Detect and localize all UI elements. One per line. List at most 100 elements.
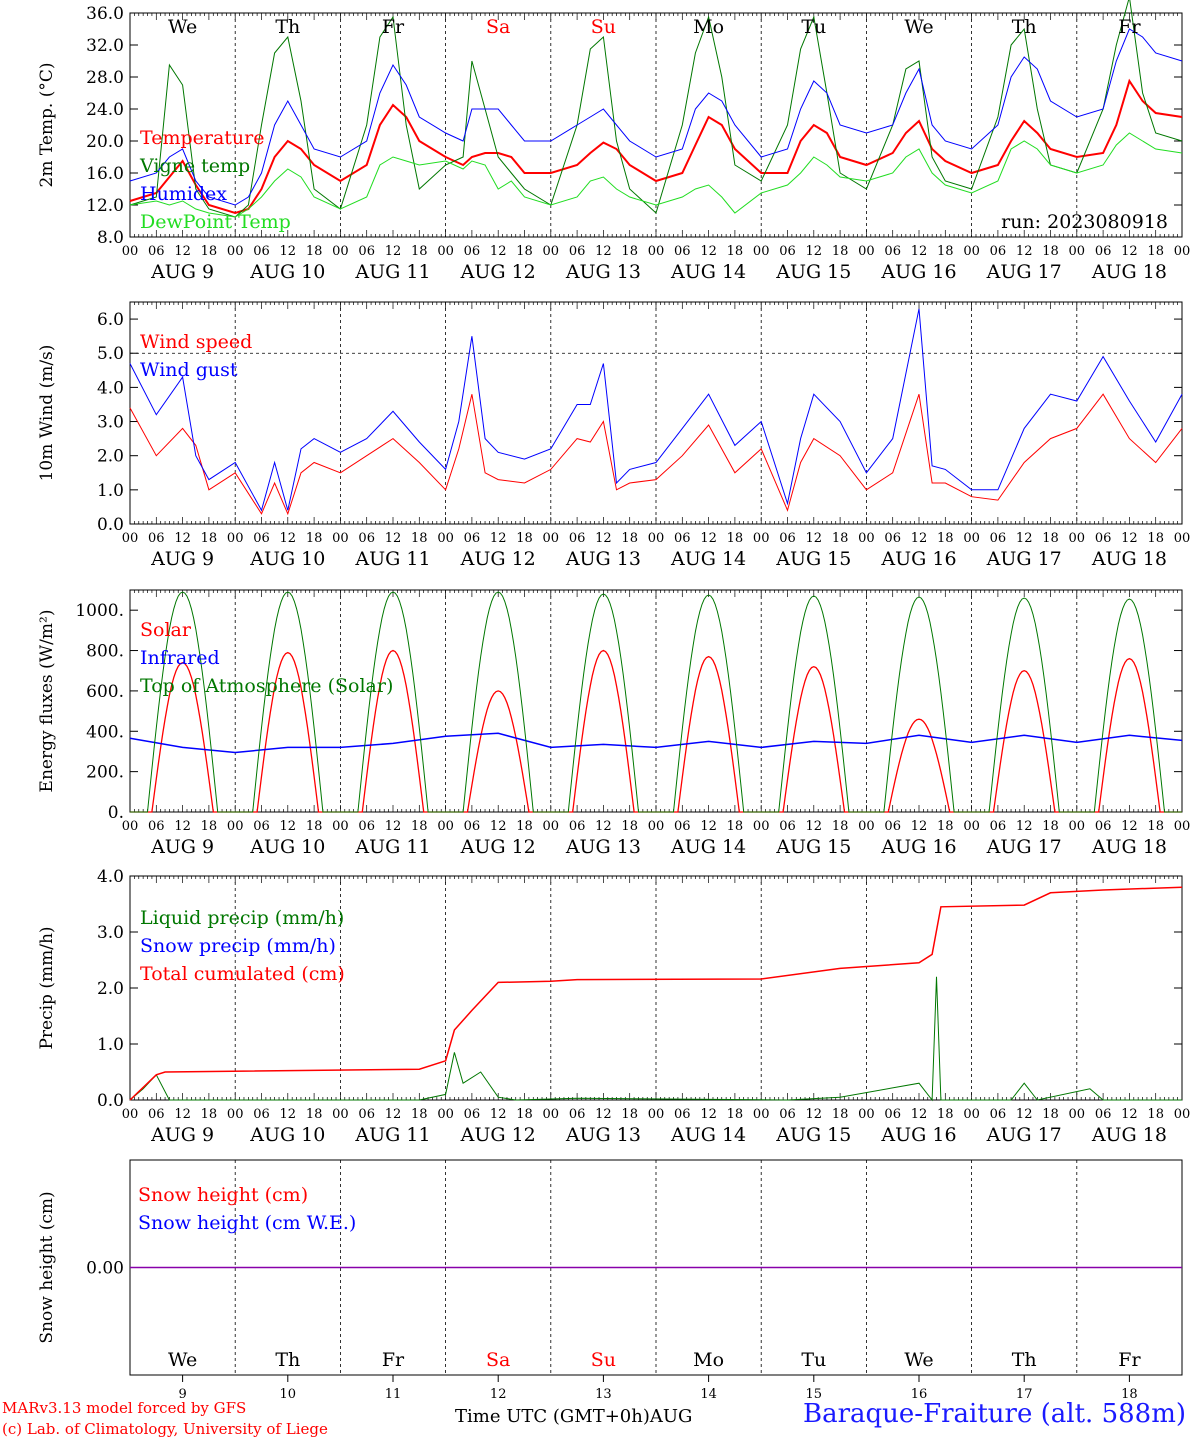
hour-tick-label: 00 <box>543 531 560 546</box>
hour-tick-label: 06 <box>990 1107 1007 1122</box>
hour-tick-label: 00 <box>437 819 454 834</box>
hour-tick-label: 12 <box>490 244 507 259</box>
hour-tick-label: 00 <box>1069 1107 1086 1122</box>
hour-tick-label: 18 <box>306 244 323 259</box>
day-number-label: 9 <box>178 1387 186 1402</box>
weekday-label: We <box>904 1349 933 1371</box>
day-number-label: 18 <box>1121 1387 1138 1402</box>
weekday-label: Mo <box>693 1349 724 1371</box>
weekday-label: We <box>168 1349 197 1371</box>
weekday-label: Sa <box>486 1349 510 1371</box>
hour-tick-label: 06 <box>253 1107 270 1122</box>
day-label: AUG 18 <box>1091 548 1167 570</box>
hour-tick-label: 18 <box>937 531 954 546</box>
hour-tick-label: 18 <box>1147 531 1164 546</box>
hour-tick-label: 00 <box>648 1107 665 1122</box>
hour-tick-label: 06 <box>464 244 481 259</box>
series-line-top-of-atmosphere-solar- <box>130 591 1182 813</box>
hour-tick-label: 06 <box>674 244 691 259</box>
hour-tick-label: 06 <box>1095 531 1112 546</box>
hour-tick-label: 06 <box>990 819 1007 834</box>
hour-tick-label: 00 <box>227 244 244 259</box>
legend-liquid-precip-mm-h-: Liquid precip (mm/h) <box>140 907 344 929</box>
hour-tick-label: 18 <box>621 1107 638 1122</box>
hour-tick-label: 18 <box>621 531 638 546</box>
hour-tick-label: 12 <box>490 531 507 546</box>
hour-tick-label: 00 <box>332 244 349 259</box>
legend-vigne-temp: Vigne temp <box>139 155 250 177</box>
hour-tick-label: 00 <box>1069 819 1086 834</box>
y-tick-label: 600. <box>86 682 124 702</box>
hour-tick-label: 00 <box>648 531 665 546</box>
hour-tick-label: 06 <box>1095 819 1112 834</box>
day-label: AUG 9 <box>150 261 214 283</box>
day-label: AUG 11 <box>354 1124 430 1146</box>
hour-tick-label: 18 <box>1147 1107 1164 1122</box>
y-tick-label: 36.0 <box>86 4 124 24</box>
hour-tick-label: 00 <box>963 1107 980 1122</box>
day-label: AUG 11 <box>354 261 430 283</box>
hour-tick-label: 06 <box>464 819 481 834</box>
hour-tick-label: 00 <box>648 244 665 259</box>
day-label: AUG 14 <box>670 1124 746 1146</box>
hour-tick-label: 06 <box>464 1107 481 1122</box>
hour-tick-label: 00 <box>648 819 665 834</box>
hour-tick-label: 06 <box>990 244 1007 259</box>
hour-tick-label: 12 <box>700 819 717 834</box>
y-tick-label: 4.0 <box>97 867 124 887</box>
day-number-label: 10 <box>280 1387 297 1402</box>
weekday-label: We <box>904 16 933 38</box>
hour-tick-label: 00 <box>858 244 875 259</box>
y-tick-label: 32.0 <box>86 36 124 56</box>
y-tick-label: 800. <box>86 642 124 662</box>
hour-tick-label: 06 <box>779 819 796 834</box>
hour-tick-label: 00 <box>122 1107 139 1122</box>
hour-tick-label: 06 <box>674 531 691 546</box>
hour-tick-label: 06 <box>779 531 796 546</box>
day-label: AUG 11 <box>354 548 430 570</box>
legend-snow-height-cm-w-e-: Snow height (cm W.E.) <box>138 1212 356 1234</box>
hour-tick-label: 12 <box>385 819 402 834</box>
hour-tick-label: 06 <box>358 531 375 546</box>
weekday-label: Fr <box>382 1349 405 1371</box>
y-tick-label: 0. <box>108 803 124 823</box>
hour-tick-label: 06 <box>253 244 270 259</box>
hour-tick-label: 18 <box>411 531 428 546</box>
lab-credit: (c) Lab. of Climatology, University of L… <box>2 1420 328 1438</box>
hour-tick-label: 18 <box>306 819 323 834</box>
hour-tick-label: 06 <box>884 1107 901 1122</box>
y-tick-label: 0.0 <box>97 515 124 535</box>
hour-tick-label: 12 <box>700 1107 717 1122</box>
weekday-label: Fr <box>1118 16 1141 38</box>
hour-tick-label: 00 <box>963 531 980 546</box>
hour-tick-label: 18 <box>306 1107 323 1122</box>
weekday-label: Mo <box>693 16 724 38</box>
hour-tick-label: 12 <box>700 531 717 546</box>
hour-tick-label: 18 <box>411 1107 428 1122</box>
day-label: AUG 14 <box>670 836 746 858</box>
day-label: AUG 18 <box>1091 261 1167 283</box>
day-label: AUG 11 <box>354 836 430 858</box>
hour-tick-label: 00 <box>543 819 560 834</box>
hour-tick-label: 18 <box>201 531 218 546</box>
day-number-label: 12 <box>490 1387 507 1402</box>
weekday-label: Th <box>275 1349 300 1371</box>
weekday-label: Su <box>591 1349 616 1371</box>
y-axis-label: Snow height (cm) <box>37 1191 57 1343</box>
hour-tick-label: 12 <box>174 1107 191 1122</box>
hour-tick-label: 00 <box>332 819 349 834</box>
y-tick-label: 2.0 <box>97 979 124 999</box>
y-tick-label: 3.0 <box>97 413 124 433</box>
weekday-label: Tu <box>801 1349 826 1371</box>
day-label: AUG 17 <box>986 1124 1062 1146</box>
hour-tick-label: 00 <box>332 1107 349 1122</box>
hour-tick-label: 06 <box>148 531 165 546</box>
hour-tick-label: 18 <box>727 819 744 834</box>
hour-tick-label: 06 <box>1095 1107 1112 1122</box>
hour-tick-label: 18 <box>516 244 533 259</box>
hour-tick-label: 12 <box>595 244 612 259</box>
day-label: AUG 16 <box>880 836 956 858</box>
y-axis-label: Energy fluxes (W/m²) <box>37 610 57 793</box>
hour-tick-label: 12 <box>490 1107 507 1122</box>
